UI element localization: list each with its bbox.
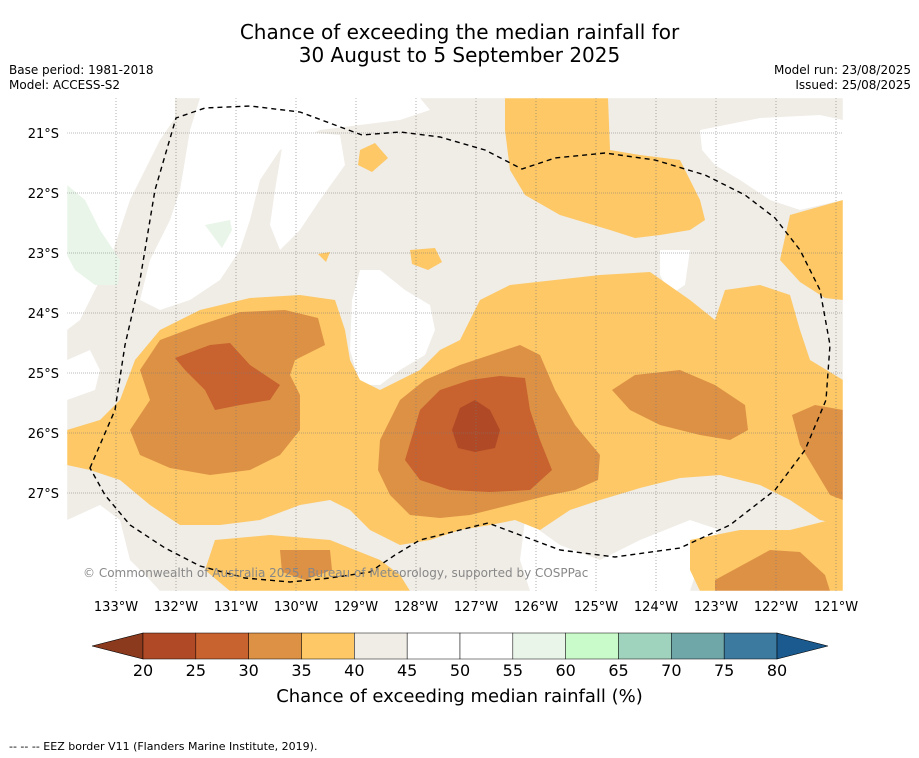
model-name: Model: ACCESS-S2 (9, 78, 121, 92)
lon-label: 126°W (514, 600, 558, 615)
colorbar-bin (248, 632, 302, 660)
lat-label: 21°S (28, 127, 59, 142)
lat-label: 26°S (28, 427, 59, 442)
lat-label: 25°S (28, 367, 59, 382)
colorbar-tick-label: 80 (767, 661, 787, 680)
lon-label: 129°W (334, 600, 378, 615)
colorbar-tick-label: 70 (661, 661, 681, 680)
contour-yellow-n4 (318, 252, 330, 262)
colorbar-tick-label: 40 (344, 661, 364, 680)
colorbar-tick-label: 65 (608, 661, 628, 680)
colorbar-bin (195, 632, 249, 660)
lon-label: 122°W (754, 600, 798, 615)
contour-yellow-n3 (410, 248, 442, 270)
latitude-gridlines (67, 132, 843, 494)
plot-frame (66, 97, 844, 592)
lat-label: 23°S (28, 247, 59, 262)
longitude-gridlines (115, 98, 837, 591)
footer-eez-note: -- -- -- EEZ border V11 (Flanders Marine… (9, 740, 318, 753)
latitude-labels: 21°S 22°S 23°S 24°S 25°S 26°S 27°S (28, 127, 59, 502)
contour-white-n2 (270, 130, 345, 250)
colorbar-bin (301, 632, 355, 660)
longitude-labels: 133°W 132°W 131°W 130°W 129°W 128°W 127°… (94, 600, 858, 615)
colorbar-tick-label: 30 (238, 661, 258, 680)
contour-white-e1 (660, 250, 690, 295)
contour-white-center (350, 270, 435, 385)
contour-orange-se (792, 405, 843, 500)
map-title-line2: 30 August to 5 September 2025 (298, 43, 621, 67)
contour-white-ne (700, 115, 843, 210)
colorbar-title: Chance of exceeding median rainfall (%) (276, 686, 643, 707)
lon-label: 131°W (214, 600, 258, 615)
lat-label: 27°S (28, 487, 59, 502)
colorbar-bin (406, 632, 461, 660)
colorbar-bin (723, 632, 778, 660)
lat-label: 24°S (28, 307, 59, 322)
lon-label: 121°W (814, 600, 858, 615)
contour-green-small (205, 220, 232, 248)
contour-yellow-n2 (358, 143, 388, 172)
issued-date: Issued: 25/08/2025 (795, 78, 911, 92)
colorbar-bin (671, 632, 725, 660)
contour-white-sw (67, 505, 160, 591)
base-period: Base period: 1981-2018 (9, 63, 154, 77)
contour-field (67, 98, 843, 591)
colorbar-extend-high (776, 632, 829, 660)
colorbar-bin (618, 632, 672, 660)
contour-orange-s (280, 550, 332, 580)
model-run: Model run: 23/08/2025 (773, 63, 911, 77)
colorbar-bin (565, 632, 619, 660)
lon-label: 132°W (154, 600, 198, 615)
contour-white-w (67, 350, 100, 400)
colorbar-tick-label: 35 (291, 661, 311, 680)
colorbar-tick-label: 50 (450, 661, 470, 680)
colorbar-bin (354, 632, 408, 660)
colorbar-tick-label: 25 (186, 661, 206, 680)
lon-label: 128°W (394, 600, 438, 615)
contour-orange-e (612, 370, 748, 440)
colorbar-tick-label: 75 (714, 661, 734, 680)
lon-label: 124°W (634, 600, 678, 615)
colorbar-tick-label: 55 (503, 661, 523, 680)
lon-label: 127°W (454, 600, 498, 615)
map-title-line1: Chance of exceeding the median rainfall … (239, 20, 680, 44)
copyright-notice: © Commonwealth of Australia 2025, Bureau… (83, 566, 588, 580)
contour-orange-se2 (715, 550, 830, 591)
contour-yellow-ne (780, 200, 843, 300)
colorbar: 20 25 30 35 40 45 50 55 60 65 70 75 80 (91, 632, 829, 680)
lon-label: 133°W (94, 600, 138, 615)
colorbar-tick-label: 60 (555, 661, 575, 680)
colorbar-extend-low (91, 632, 144, 660)
lon-label: 123°W (694, 600, 738, 615)
contour-darkorange-w (175, 343, 280, 410)
colorbar-bin (459, 632, 514, 660)
lat-label: 22°S (28, 187, 59, 202)
eez-border (89, 105, 831, 583)
contour-white-n1 (140, 98, 430, 310)
lon-label: 130°W (274, 600, 318, 615)
colorbar-tick-label: 45 (397, 661, 417, 680)
colorbar-tick-label: 20 (133, 661, 153, 680)
contour-green-w (67, 185, 120, 285)
lon-label: 125°W (574, 600, 618, 615)
contour-white-s1 (520, 520, 720, 591)
colorbar-bin (512, 632, 566, 660)
colorbar-bin (142, 632, 197, 660)
